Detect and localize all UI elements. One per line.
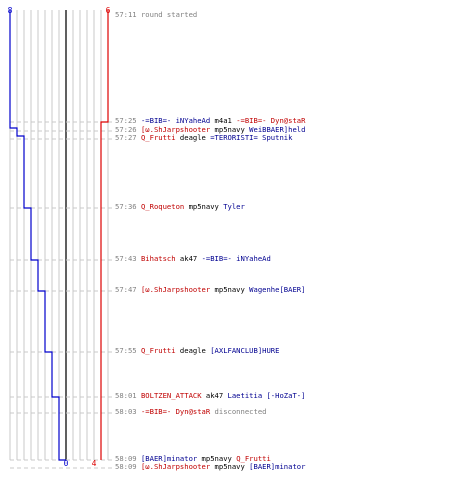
player-name: Q_Frutti bbox=[236, 454, 271, 463]
player-name: WeiBBAER]held bbox=[249, 125, 306, 134]
weapon-text: deagle bbox=[175, 346, 211, 355]
player-name: -=BIB=- Dyn@staR bbox=[236, 116, 306, 125]
player-name: Wagenhe[BAER] bbox=[249, 285, 306, 294]
event-row: 58:09 [ω.ShJarpshooter mp5navy [BAER]min… bbox=[115, 463, 305, 471]
event-row: 57:27 Q_Frutti deagle =TERORISTI= Sputni… bbox=[115, 134, 292, 142]
red-start-count: 6 bbox=[106, 6, 111, 15]
event-time: 58:09 bbox=[115, 462, 137, 471]
player-name: Tyler bbox=[223, 202, 245, 211]
weapon-text: mp5navy bbox=[210, 125, 250, 134]
blue-team-line bbox=[9, 10, 66, 461]
weapon-text: ak47 bbox=[175, 254, 202, 263]
event-time: 57:25 bbox=[115, 116, 137, 125]
event-row: 57:43 Bihatsch ak47 -=BIB=- iNYaheAd bbox=[115, 255, 271, 263]
red-end-count: 4 bbox=[92, 459, 97, 468]
blue-end-count: 0 bbox=[64, 459, 69, 468]
player-name: [BAER]minator bbox=[249, 462, 306, 471]
event-row: 57:11 round started bbox=[115, 11, 197, 19]
event-time: 58:03 bbox=[115, 407, 137, 416]
event-time: 57:27 bbox=[115, 133, 137, 142]
player-name: BOLTZEN_ATTACK bbox=[140, 391, 202, 400]
weapon-text: deagle bbox=[175, 133, 211, 142]
event-time: 57:47 bbox=[115, 285, 137, 294]
player-name: [BAER]minator bbox=[140, 454, 198, 463]
player-name: Q_Frutti bbox=[140, 133, 176, 142]
event-time: 58:01 bbox=[115, 391, 137, 400]
player-name: [ω.ShJarpshooter bbox=[140, 125, 211, 134]
event-time: 57:26 bbox=[115, 125, 137, 134]
player-name: -=BIB=- iNYaheAd bbox=[201, 254, 271, 263]
player-name: Laetitia [-HoZaT-] bbox=[227, 391, 306, 400]
weapon-text: m4a1 bbox=[210, 116, 237, 125]
event-row: 57:55 Q_Frutti deagle [AXLFANCLUB]HURE bbox=[115, 347, 279, 355]
event-time: 57:11 bbox=[115, 10, 137, 19]
weapon-text: mp5navy bbox=[184, 202, 224, 211]
event-time: 57:36 bbox=[115, 202, 137, 211]
player-name: Q_Roqueton bbox=[140, 202, 185, 211]
weapon-text: ak47 bbox=[201, 391, 228, 400]
event-time: 58:09 bbox=[115, 454, 137, 463]
player-name: Q_Frutti bbox=[140, 346, 176, 355]
player-name: =TERORISTI= Sputnik bbox=[210, 133, 293, 142]
player-name: -=BIB=- iNYaheAd bbox=[140, 116, 211, 125]
status-text: round started bbox=[140, 10, 198, 19]
event-row: 58:01 BOLTZEN_ATTACK ak47 Laetitia [-HoZ… bbox=[115, 392, 305, 400]
event-row: 57:26 [ω.ShJarpshooter mp5navy WeiBBAER]… bbox=[115, 126, 305, 134]
event-row: 58:03 -=BIB=- Dyn@staR disconnected bbox=[115, 408, 266, 416]
weapon-text: mp5navy bbox=[210, 462, 250, 471]
player-name: [ω.ShJarpshooter bbox=[140, 285, 211, 294]
player-name: [ω.ShJarpshooter bbox=[140, 462, 211, 471]
red-team-line bbox=[100, 10, 109, 460]
player-name: [AXLFANCLUB]HURE bbox=[210, 346, 280, 355]
event-row: 57:47 [ω.ShJarpshooter mp5navy Wagenhe[B… bbox=[115, 286, 305, 294]
weapon-text: mp5navy bbox=[197, 454, 237, 463]
weapon-text: mp5navy bbox=[210, 285, 250, 294]
event-time: 57:55 bbox=[115, 346, 137, 355]
player-name: -=BIB=- Dyn@staR bbox=[140, 407, 211, 416]
event-time: 57:43 bbox=[115, 254, 137, 263]
event-row: 57:36 Q_Roqueton mp5navy Tyler bbox=[115, 203, 245, 211]
event-row: 58:09 [BAER]minator mp5navy Q_Frutti bbox=[115, 455, 271, 463]
player-name: Bihatsch bbox=[140, 254, 176, 263]
blue-start-count: 8 bbox=[8, 6, 13, 15]
status-text: disconnected bbox=[210, 407, 267, 416]
event-row: 57:25 -=BIB=- iNYaheAd m4a1 -=BIB=- Dyn@… bbox=[115, 117, 305, 125]
